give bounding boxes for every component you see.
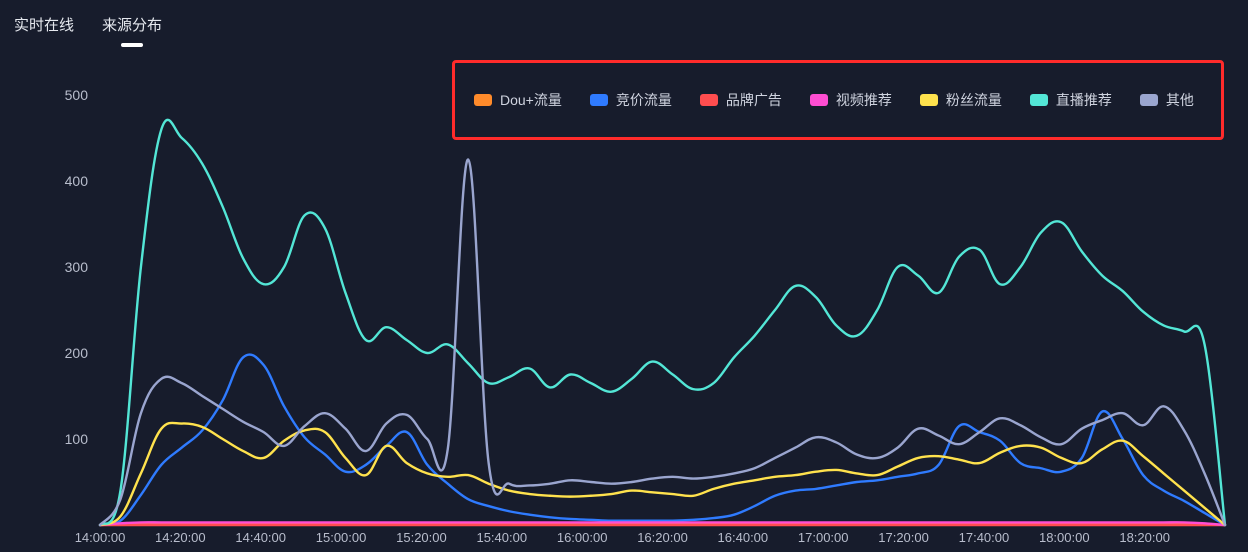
x-tick-label: 16:20:00 xyxy=(637,530,688,545)
y-tick-label: 400 xyxy=(48,173,88,189)
x-tick-label: 15:00:00 xyxy=(316,530,367,545)
series-line xyxy=(100,423,1225,525)
legend-label: 品牌广告 xyxy=(726,90,782,110)
legend-item-0[interactable]: Dou+流量 xyxy=(474,90,562,110)
legend-item-4[interactable]: 粉丝流量 xyxy=(920,90,1002,110)
legend-swatch xyxy=(474,94,492,106)
legend-item-2[interactable]: 品牌广告 xyxy=(700,90,782,110)
legend-swatch xyxy=(1140,94,1158,106)
y-tick-label: 500 xyxy=(48,87,88,103)
legend-swatch xyxy=(590,94,608,106)
legend: Dou+流量 竞价流量 品牌广告 视频推荐 粉丝流量 直播推荐 其他 xyxy=(456,80,1216,120)
legend-swatch xyxy=(920,94,938,106)
series-line xyxy=(100,355,1225,525)
x-tick-label: 15:40:00 xyxy=(476,530,527,545)
y-tick-label: 300 xyxy=(48,259,88,275)
legend-label: Dou+流量 xyxy=(500,90,562,110)
x-tick-label: 17:00:00 xyxy=(798,530,849,545)
legend-item-6[interactable]: 其他 xyxy=(1140,90,1194,110)
legend-label: 粉丝流量 xyxy=(946,90,1002,110)
x-tick-label: 15:20:00 xyxy=(396,530,447,545)
series-line xyxy=(100,159,1225,525)
legend-swatch xyxy=(1030,94,1048,106)
legend-item-5[interactable]: 直播推荐 xyxy=(1030,90,1112,110)
x-tick-label: 14:40:00 xyxy=(235,530,286,545)
legend-item-1[interactable]: 竞价流量 xyxy=(590,90,672,110)
x-tick-label: 16:40:00 xyxy=(718,530,769,545)
chart-container: 实时在线来源分布 Dou+流量竞价流量品牌广告视频推荐粉丝流量直播推荐其他 10… xyxy=(0,0,1248,552)
legend-label: 视频推荐 xyxy=(836,90,892,110)
legend-swatch xyxy=(810,94,828,106)
x-tick-label: 16:00:00 xyxy=(557,530,608,545)
legend-label: 直播推荐 xyxy=(1056,90,1112,110)
series-line xyxy=(100,120,1225,525)
x-tick-label: 17:20:00 xyxy=(878,530,929,545)
legend-label: 其他 xyxy=(1166,90,1194,110)
x-tick-label: 18:00:00 xyxy=(1039,530,1090,545)
legend-label: 竞价流量 xyxy=(616,90,672,110)
legend-item-3[interactable]: 视频推荐 xyxy=(810,90,892,110)
legend-swatch xyxy=(700,94,718,106)
legend-host: Dou+流量 竞价流量 品牌广告 视频推荐 粉丝流量 直播推荐 其他 xyxy=(456,78,1216,120)
x-tick-label: 18:20:00 xyxy=(1119,530,1170,545)
y-tick-label: 100 xyxy=(48,431,88,447)
x-tick-label: 14:00:00 xyxy=(75,530,126,545)
y-tick-label: 200 xyxy=(48,345,88,361)
x-tick-label: 17:40:00 xyxy=(959,530,1010,545)
x-tick-label: 14:20:00 xyxy=(155,530,206,545)
